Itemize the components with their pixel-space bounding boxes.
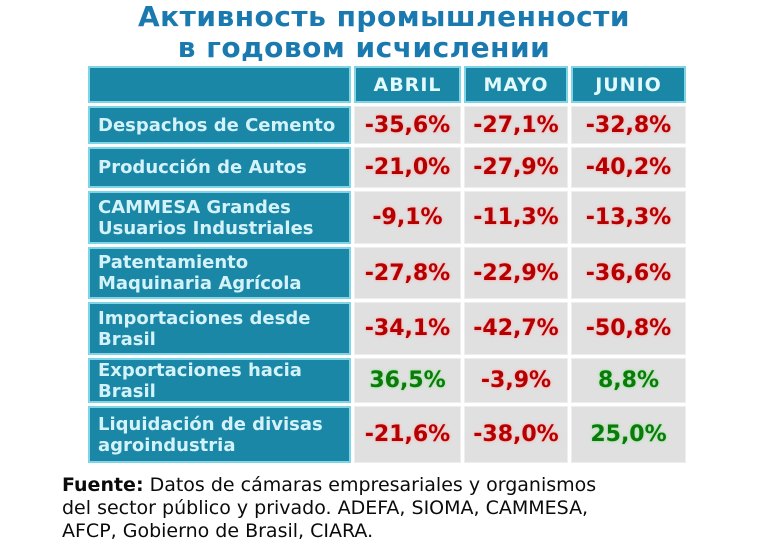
value-cell: -34,1%: [354, 302, 461, 355]
value-cell: 36,5%: [354, 358, 461, 403]
row-label-autos: Producción de Autos: [88, 147, 351, 188]
row-label-patentamiento: Patentamiento Maquinaria Agrícola: [88, 247, 351, 299]
value-cell: 8,8%: [571, 358, 686, 403]
value-cell: -22,9%: [464, 247, 568, 299]
value-cell: -21,0%: [354, 147, 461, 188]
value-cell: -38,0%: [464, 406, 568, 463]
value-cell: -32,8%: [571, 106, 686, 144]
column-header-abril: ABRIL: [354, 66, 461, 103]
value-cell: -50,8%: [571, 302, 686, 355]
value-cell: -3,9%: [464, 358, 568, 403]
row-label-liquidacion: Liquidación de divisas agroindustria: [88, 406, 351, 463]
row-label-exportaciones: Exportaciones hacia Brasil: [88, 358, 351, 403]
value-cell: -9,1%: [354, 191, 461, 244]
page-title-line1: Активность промышленности: [137, 0, 631, 33]
source-line-2: del sector público y privado. ADEFA, SIO…: [62, 497, 589, 519]
value-cell: -21,6%: [354, 406, 461, 463]
column-header-mayo: MAYO: [464, 66, 568, 103]
column-header-junio: JUNIO: [571, 66, 686, 103]
page-title: Активность промышленности в годовом исчи…: [0, 1, 768, 63]
row-label-cemento: Despachos de Cemento: [88, 106, 351, 144]
table-corner-cell: [88, 66, 351, 103]
value-cell: -27,9%: [464, 147, 568, 188]
source-note: Fuente: Datos de cámaras empresariales y…: [62, 474, 742, 543]
value-cell: -40,2%: [571, 147, 686, 188]
activity-table: ABRIL MAYO JUNIO Despachos de Cemento -3…: [88, 66, 686, 463]
row-label-importaciones: Importaciones desde Brasil: [88, 302, 351, 355]
value-cell: -13,3%: [571, 191, 686, 244]
value-cell: -11,3%: [464, 191, 568, 244]
value-cell: -27,1%: [464, 106, 568, 144]
value-cell: -35,6%: [354, 106, 461, 144]
value-cell: -36,6%: [571, 247, 686, 299]
row-label-cammesa: CAMMESA Grandes Usuarios Industriales: [88, 191, 351, 244]
value-cell: -27,8%: [354, 247, 461, 299]
source-line-1: Fuente: Datos de cámaras empresariales y…: [62, 474, 597, 496]
value-cell: 25,0%: [571, 406, 686, 463]
page-title-line2: в годовом исчислении: [177, 31, 551, 64]
source-line-3: AFCP, Gobierno de Brasil, CIARA.: [62, 520, 374, 542]
source-label: Fuente:: [62, 474, 144, 496]
value-cell: -42,7%: [464, 302, 568, 355]
